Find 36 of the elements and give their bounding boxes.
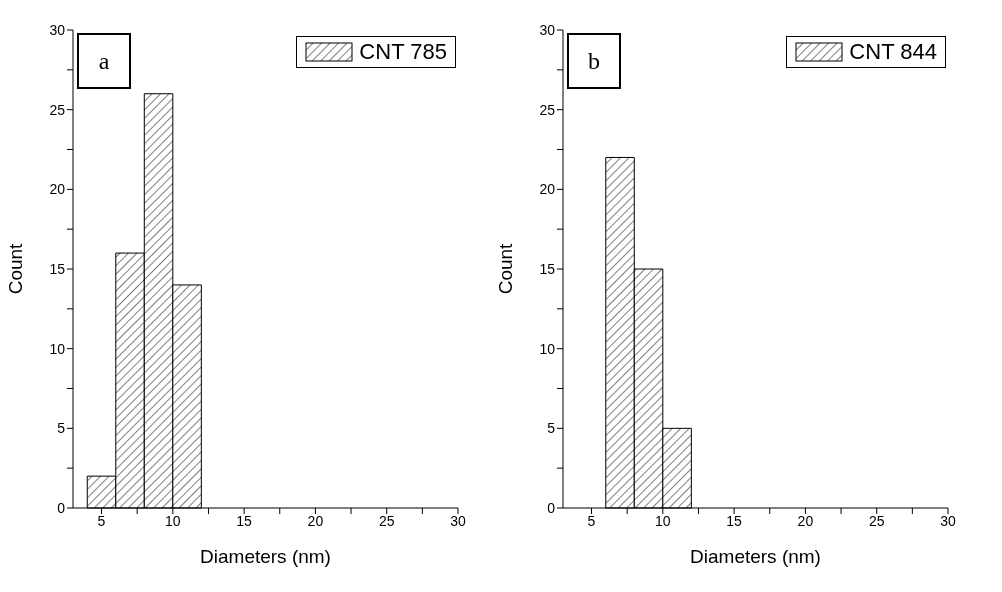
x-tick-label: 10	[165, 512, 181, 529]
x-tick-label: 15	[236, 512, 253, 529]
x-axis-title: Diameters (nm)	[690, 546, 821, 567]
x-tick-label: 30	[450, 512, 466, 529]
x-tick-label: 5	[587, 512, 596, 529]
panel-letter-box: b	[567, 33, 621, 89]
y-axis-title: Count	[494, 242, 516, 295]
x-tick-label: 5	[97, 512, 106, 529]
y-tick-label: 25	[539, 101, 556, 118]
y-tick-label: 0	[57, 499, 66, 516]
x-axis-title: Diameters (nm)	[200, 546, 331, 567]
y-tick-label: 5	[57, 420, 66, 437]
legend-label: CNT 844	[849, 39, 937, 65]
x-tick-label: 10	[655, 512, 671, 529]
y-tick-label: 30	[49, 21, 66, 38]
y-tick-label: 10	[49, 340, 66, 357]
x-tick-label: 25	[868, 512, 885, 529]
y-tick-label: 0	[547, 499, 556, 516]
y-axis-title: Count	[4, 242, 26, 295]
y-tick-label: 30	[539, 21, 556, 38]
y-tick-label: 25	[49, 101, 66, 118]
annotation: a	[98, 47, 110, 75]
y-tick-label: 10	[539, 340, 556, 357]
x-tick-label: 25	[378, 512, 395, 529]
y-tick-label: 15	[49, 260, 66, 277]
panel-letter-box: a	[77, 33, 131, 89]
annotation: b	[588, 47, 600, 75]
x-tick-label: 20	[307, 512, 324, 529]
x-tick-label: 30	[940, 512, 956, 529]
y-tick-label: 5	[547, 420, 556, 437]
y-tick-label: 20	[539, 181, 556, 198]
x-tick-label: 15	[726, 512, 743, 529]
x-tick-label: 20	[797, 512, 814, 529]
y-tick-label: 15	[539, 260, 556, 277]
y-tick-label: 20	[49, 181, 66, 198]
legend-label: CNT 785	[359, 39, 447, 65]
